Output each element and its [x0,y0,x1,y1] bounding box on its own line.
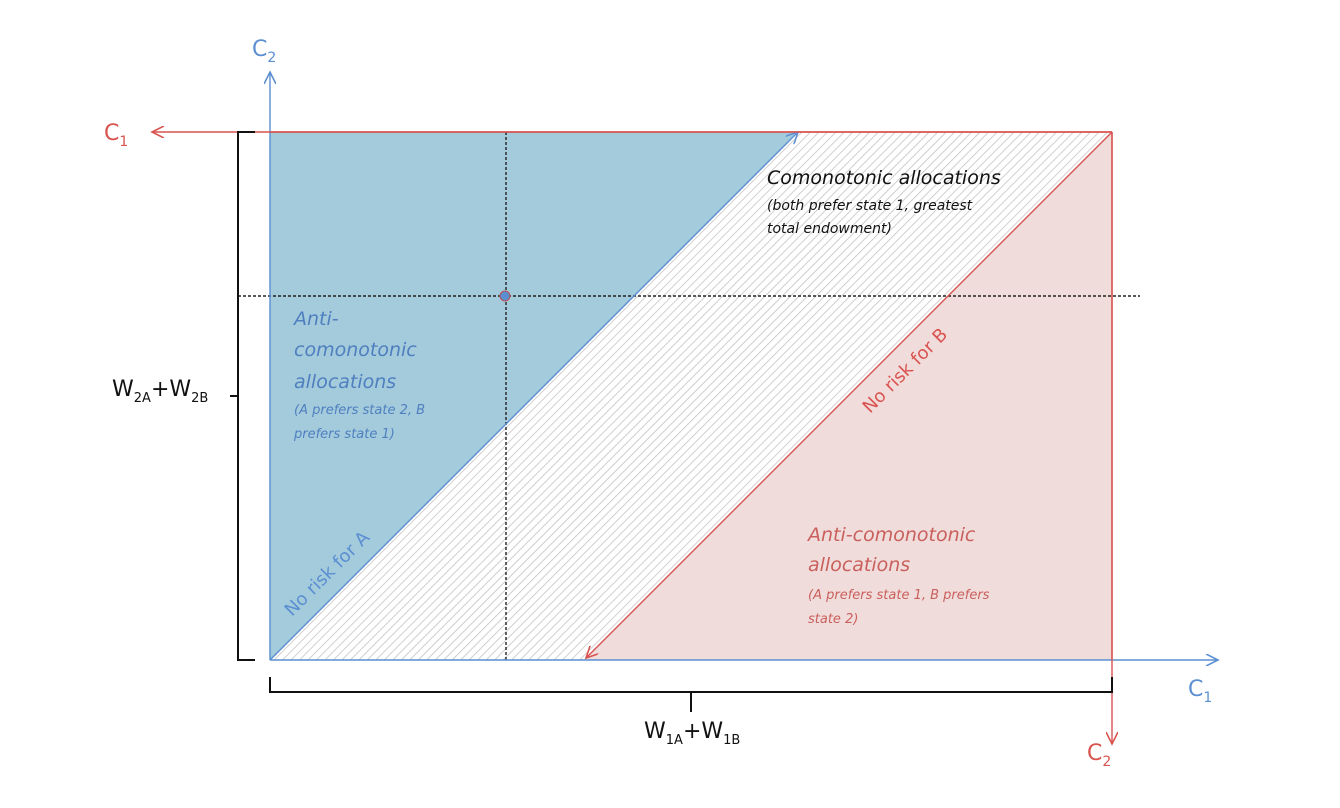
axis-a-c2-label: C2 [252,37,276,66]
anti-a-line1: Anti- [292,308,339,330]
bracket-state2-total [230,131,255,661]
axis-b-c1-label: C1 [104,121,128,150]
comonotonic-note-line2: total endowment) [767,221,892,237]
no-risk-b-line [586,131,1113,658]
comonotonic-title: Comonotonic allocations [767,167,1001,189]
bracket-state1-total [269,677,1113,712]
endowment-point [499,290,511,302]
anti-b-note-line2: state 2) [808,612,858,627]
state2-total-label: W2A+W2B [112,377,208,406]
anti-b-line1: Anti-comonotonic [806,524,976,546]
anti-a-line3: allocations [294,371,396,393]
anti-b-line2: allocations [808,554,910,576]
anti-a-note-line2: prefers state 1) [293,427,395,442]
anti-b-note-line1: (A prefers state 1, B prefers [808,588,990,603]
state1-total-label: W1A+W1B [644,719,740,748]
comonotonic-note-line1: (both prefer state 1, greatest [767,198,973,214]
no-risk-a-line [269,132,798,661]
axis-a-c1-label: C1 [1188,677,1212,706]
anti-a-note-line1: (A prefers state 2, B [294,403,425,418]
axis-b-c2-label: C2 [1087,741,1111,770]
anti-a-line2: comonotonic [294,339,417,361]
